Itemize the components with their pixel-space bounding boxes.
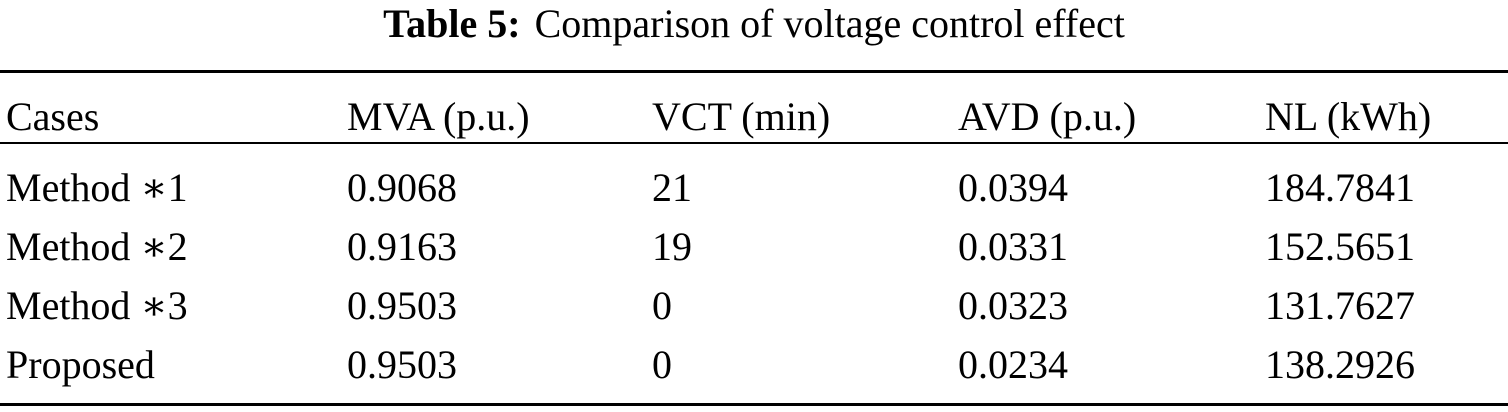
table-caption: Table 5: Comparison of voltage control ef…	[0, 2, 1508, 46]
header-cell: AVD (p.u.)	[958, 94, 1137, 139]
table-cell: 0.9503	[347, 283, 457, 328]
table-cell: 0.0234	[958, 342, 1068, 387]
table-row: Method ∗2 0.9163 19 0.0331 152.5651	[0, 221, 1508, 273]
table-row: Proposed 0.9503 0 0.0234 138.2926	[0, 339, 1508, 391]
table-cell: Proposed	[6, 342, 155, 387]
header-cell: NL (kWh)	[1265, 94, 1432, 139]
table-cell: 0.0323	[958, 283, 1068, 328]
table-cell: 21	[652, 165, 692, 210]
table-cell: 184.7841	[1265, 165, 1415, 210]
table-cell: Method ∗2	[6, 224, 188, 269]
table-cell: 131.7627	[1265, 283, 1415, 328]
table-cell: 0.9068	[347, 165, 457, 210]
table-cell: Method ∗3	[6, 283, 188, 328]
header-row: Cases MVA (p.u.) VCT (min) AVD (p.u.) NL…	[0, 91, 1508, 143]
table-cell: 0.9163	[347, 224, 457, 269]
table-title: Comparison of voltage control effect	[534, 1, 1125, 46]
mid-rule	[0, 142, 1508, 144]
table-row: Method ∗3 0.9503 0 0.0323 131.7627	[0, 280, 1508, 332]
table-cell: Method ∗1	[6, 165, 188, 210]
top-rule	[0, 70, 1508, 73]
header-cell: MVA (p.u.)	[347, 94, 530, 139]
table-cell: 0.0394	[958, 165, 1068, 210]
table-cell: 0.0331	[958, 224, 1068, 269]
table-row: Method ∗1 0.9068 21 0.0394 184.7841	[0, 162, 1508, 214]
bottom-rule	[0, 403, 1508, 406]
header-cell: VCT (min)	[652, 94, 831, 139]
table-cell: 0	[652, 283, 672, 328]
table-label: Table 5:	[383, 1, 521, 46]
table-cell: 19	[652, 224, 692, 269]
table-cell: 0	[652, 342, 672, 387]
header-cell: Cases	[6, 94, 100, 139]
table-cell: 138.2926	[1265, 342, 1415, 387]
table-cell: 0.9503	[347, 342, 457, 387]
table-cell: 152.5651	[1265, 224, 1415, 269]
